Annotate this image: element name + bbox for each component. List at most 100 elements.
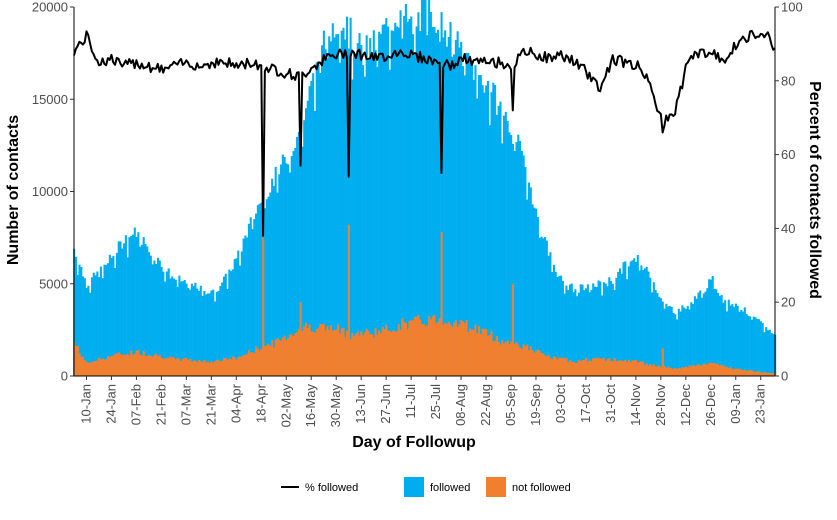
bar-followed [531,204,534,376]
bar-not-followed [629,362,632,376]
bar-not-followed [312,331,315,376]
bar-not-followed [699,365,702,376]
bar-followed [494,85,497,376]
bar-not-followed [654,366,657,376]
bar-not-followed [734,368,737,376]
bar-followed [287,164,290,376]
bar-followed [237,250,240,376]
bar-followed [117,241,120,376]
bar-followed [292,151,295,376]
bar-followed [708,279,711,376]
bar-followed [424,0,427,376]
bar-not-followed [519,347,522,376]
bar-not-followed [126,354,129,376]
bar-not-followed [497,341,500,376]
bar-not-followed [401,318,404,376]
bar-followed [454,39,457,376]
bar-not-followed [700,365,704,376]
bar-followed [572,292,575,376]
bar-followed [94,275,97,376]
bar-not-followed [526,344,529,376]
bar-not-followed [640,361,643,376]
bar-not-followed [222,357,226,376]
bar-followed [453,54,456,376]
bar-not-followed [494,340,497,376]
bar-followed [731,304,734,376]
bar-not-followed [276,338,279,376]
bar-not-followed [763,372,766,376]
bar-not-followed [765,372,768,376]
bar-followed [233,259,236,376]
bar-not-followed [643,364,646,376]
bar-not-followed [395,331,399,376]
bar-not-followed [221,361,224,376]
bar-followed [511,143,514,376]
bar-not-followed [258,350,261,376]
bar-followed [321,45,324,377]
bar-not-followed [271,340,274,376]
bar-not-followed [256,348,259,376]
bar-followed [577,292,580,376]
bar-followed [727,299,730,376]
bar-followed [387,26,390,377]
bar-not-followed [376,334,379,376]
bar-followed [527,182,531,376]
bar-not-followed [761,372,764,376]
bar-not-followed [169,356,172,376]
bar-followed [276,192,279,376]
bar-followed [231,269,234,376]
bar-not-followed [440,232,443,376]
x-tick-label: 07-Mar [178,383,193,425]
bar-not-followed [445,323,448,376]
bar-not-followed [563,357,566,376]
bar-not-followed [403,322,406,376]
bar-not-followed [160,357,163,376]
bar-followed [661,301,664,376]
bar-not-followed [185,357,188,376]
bar-followed [224,273,227,376]
bar-followed [155,263,158,376]
bar-followed [574,289,577,376]
bar-followed [706,288,709,376]
bar-followed [590,289,593,376]
bar-followed [629,261,632,376]
bar-followed [626,279,629,376]
bar-followed [376,66,379,376]
bar-followed [668,306,671,376]
bar-not-followed [667,366,670,376]
x-tick-label: 17-Oct [578,384,593,423]
bar-followed [729,305,732,376]
bar-not-followed [281,337,284,376]
x-tick-label: 03-Oct [553,384,568,423]
bar-followed [592,283,595,376]
bar-not-followed [194,360,197,376]
bar-not-followed [533,352,536,376]
bar-followed [401,38,404,377]
bar-followed [768,329,771,376]
bar-followed [544,237,547,376]
bar-followed [759,321,762,376]
x-tick-label: 09-Jan [728,384,743,424]
bar-followed [695,298,698,376]
bar-not-followed [299,302,302,376]
bar-not-followed [717,364,720,376]
bar-not-followed [595,358,598,376]
bar-not-followed [552,356,556,376]
bar-followed [238,265,242,376]
bar-not-followed [365,328,368,376]
bar-followed [217,290,220,376]
bar-not-followed [679,368,682,376]
bar-not-followed [631,360,634,376]
bar-not-followed [772,373,775,376]
bar-followed [690,302,693,376]
bar-not-followed [492,341,495,376]
y-right-tick-label: 40 [781,221,795,236]
y-left-tick-label: 20000 [32,0,68,15]
bar-not-followed [383,329,386,376]
bar-followed [74,256,77,376]
bar-followed [385,18,388,377]
bar-not-followed [560,357,563,376]
bar-followed [187,287,190,376]
bar-followed [725,311,729,376]
bar-followed [349,17,352,376]
